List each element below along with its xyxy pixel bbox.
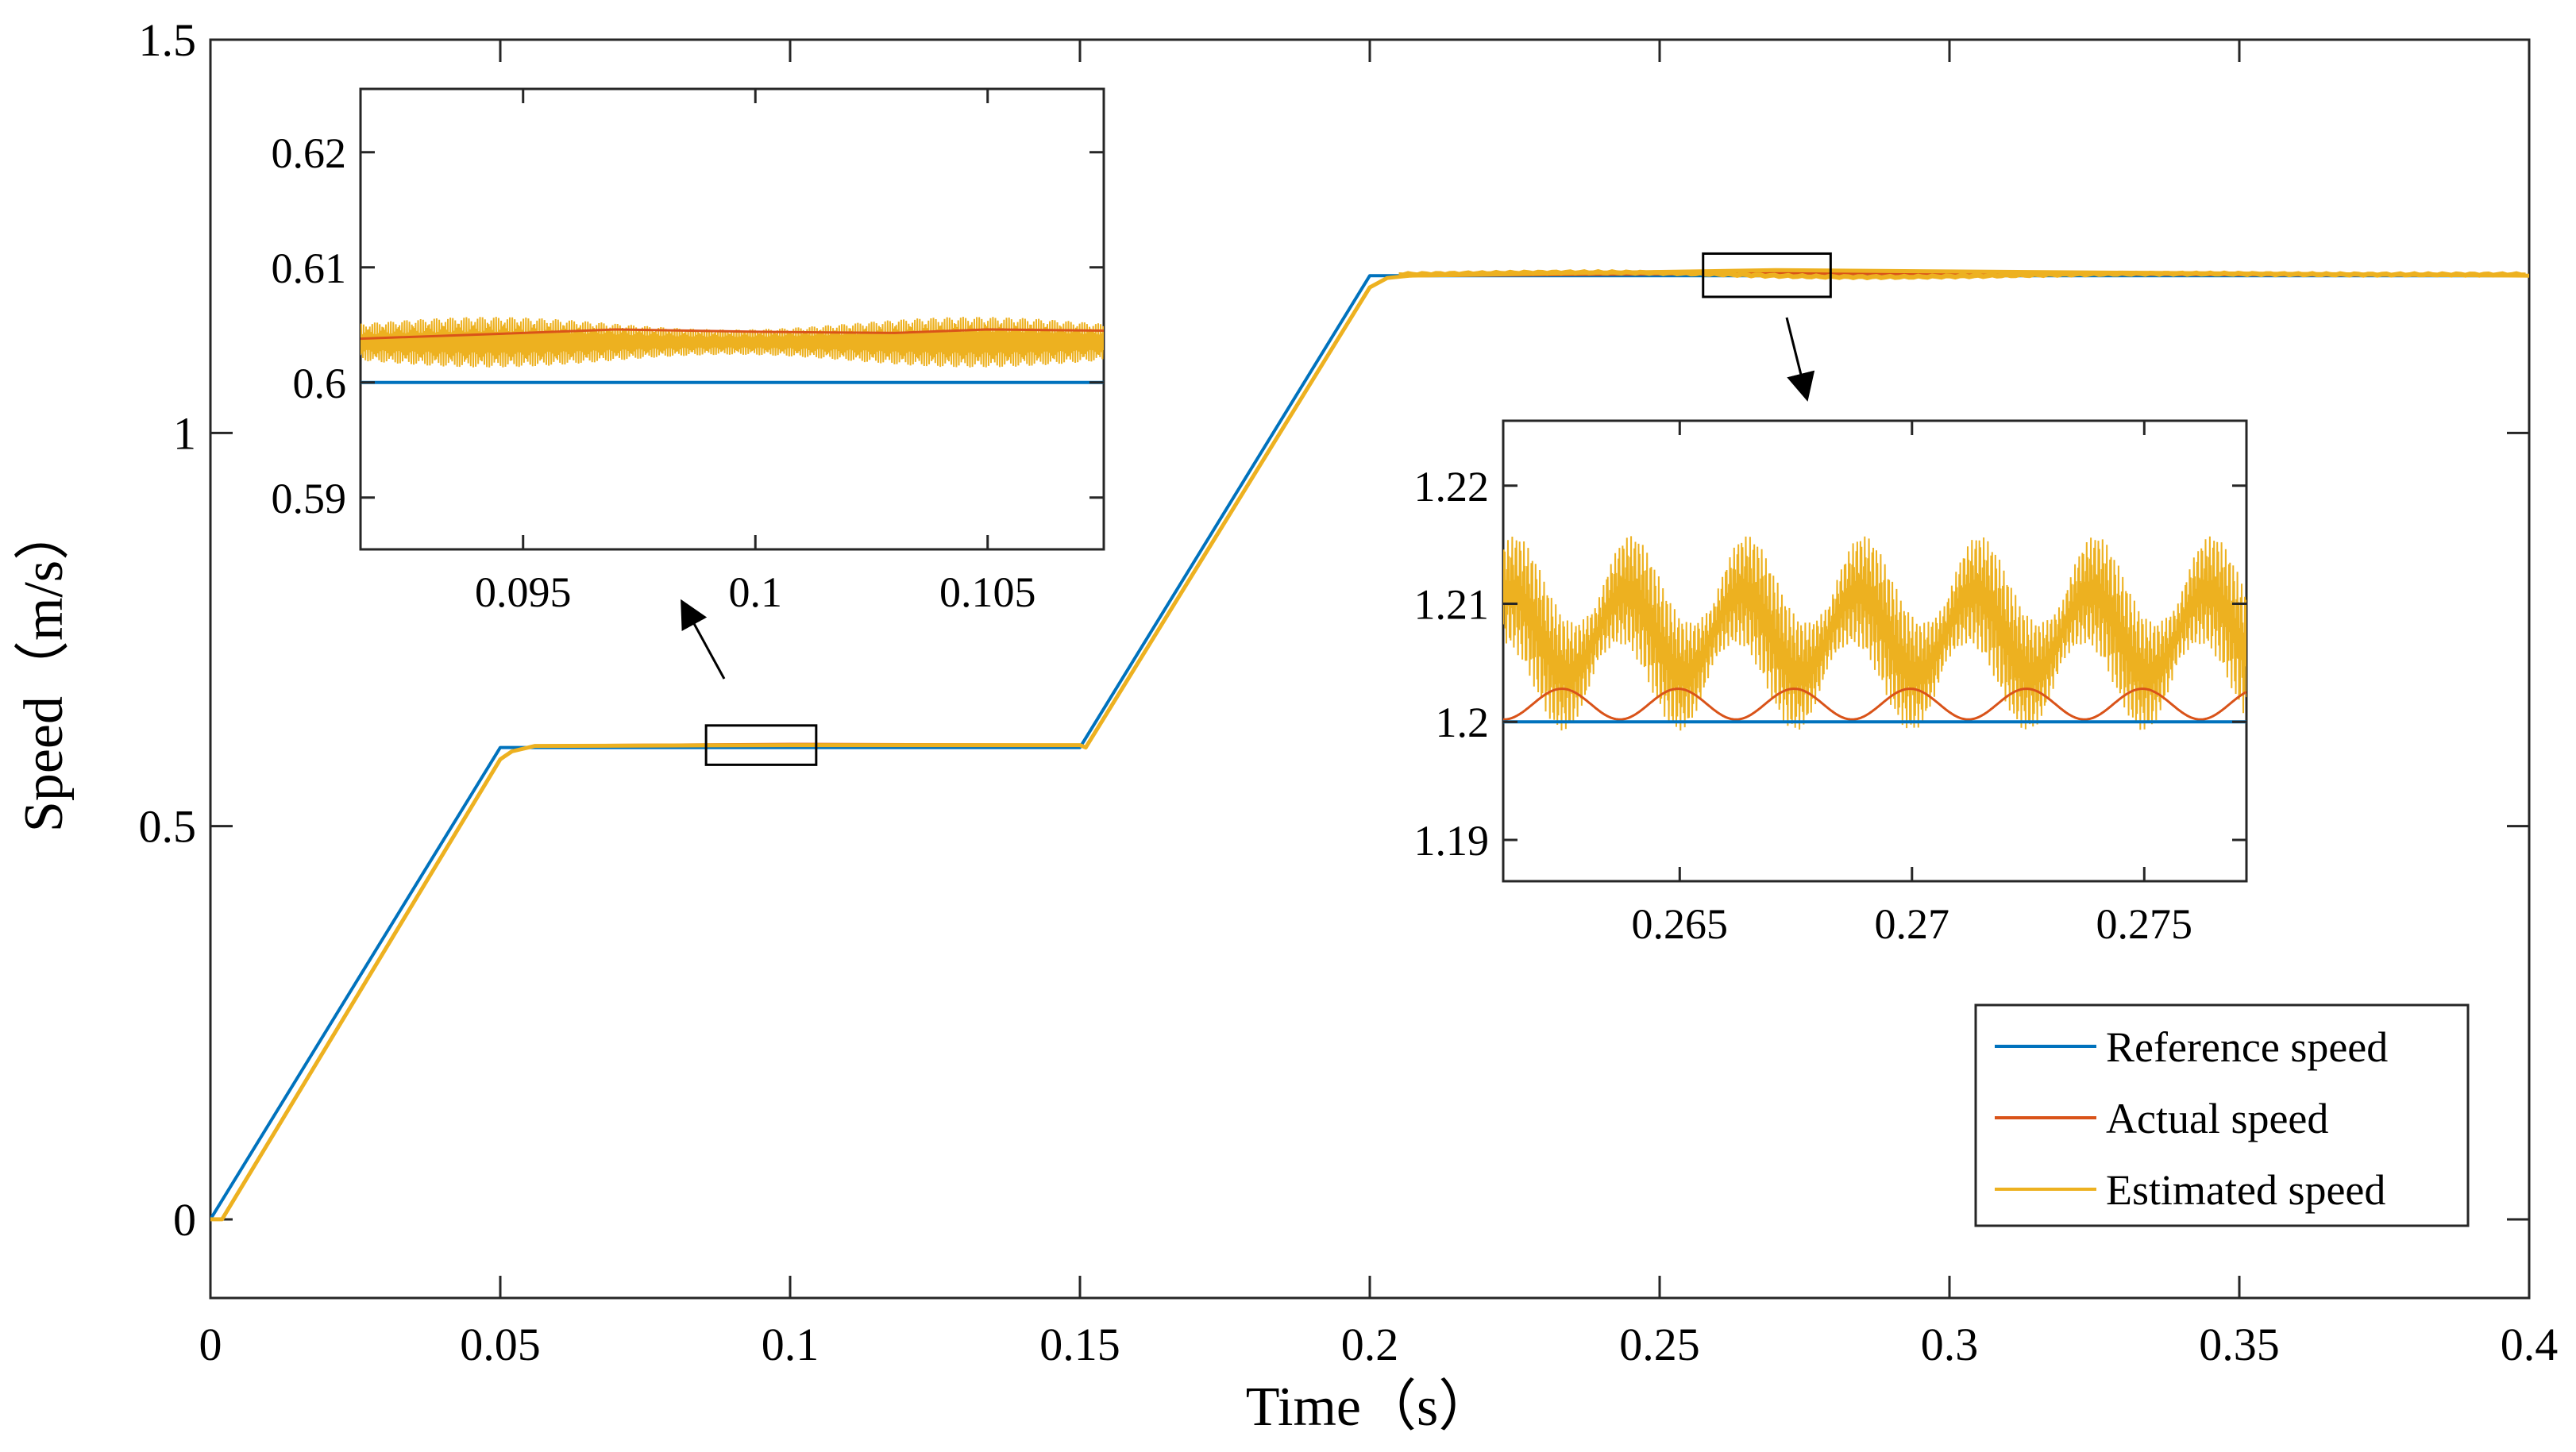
inset-y-tick-label: 1.22 bbox=[1414, 463, 1490, 510]
main-series bbox=[210, 268, 2529, 1222]
x-tick-label: 0.3 bbox=[1921, 1319, 1979, 1370]
inset-series-line-actual-speed bbox=[361, 328, 1104, 341]
inset-2-series bbox=[1503, 536, 2246, 731]
inset-1-series bbox=[361, 317, 1104, 384]
inset-y-tick-label: 0.61 bbox=[272, 245, 347, 292]
inset-y-tick-label: 1.21 bbox=[1414, 581, 1490, 629]
legend-items: Reference speed Actual speed Estimated spe… bbox=[1995, 1023, 2388, 1214]
inset-y-tick-label: 1.2 bbox=[1436, 699, 1490, 746]
x-tick-label: 0.15 bbox=[1039, 1319, 1120, 1370]
legend-label-reference-speed: Reference speed bbox=[2106, 1023, 2388, 1071]
inset-y-tick-label: 1.19 bbox=[1414, 817, 1490, 865]
y-tick-label: 1.5 bbox=[139, 14, 197, 66]
zoom-box-1 bbox=[704, 724, 818, 766]
y-tick-label: 1 bbox=[173, 407, 196, 459]
inset-x-tick-label: 0.27 bbox=[1875, 900, 1950, 948]
x-tick-label: 0.05 bbox=[460, 1319, 541, 1370]
inset-x-tick-label: 0.1 bbox=[729, 568, 783, 616]
inset-series-line-estimated-speed bbox=[1503, 536, 2246, 731]
y-axis-label: Speed（m/s） bbox=[13, 505, 75, 832]
legend: Reference speed Actual speed Estimated spe… bbox=[1974, 1003, 2470, 1227]
x-tick-label: 0.25 bbox=[1619, 1319, 1700, 1370]
inset-x-tick-label: 0.275 bbox=[2096, 900, 2193, 948]
series-ripple-estimated-speed bbox=[1398, 269, 2526, 280]
inset-series-line-estimated-speed bbox=[361, 317, 1104, 368]
x-tick-label: 0.35 bbox=[2199, 1319, 2280, 1370]
x-tick-label: 0.2 bbox=[1341, 1319, 1399, 1370]
legend-label-estimated-speed: Estimated speed bbox=[2106, 1166, 2385, 1214]
legend-label-actual-speed: Actual speed bbox=[2106, 1095, 2328, 1142]
y-tick-label: 0 bbox=[173, 1194, 196, 1246]
x-axis-label: Time（s） bbox=[1246, 1377, 1494, 1438]
inset-y-tick-label: 0.62 bbox=[272, 129, 347, 177]
inset-x-tick-label: 0.105 bbox=[939, 568, 1036, 616]
inset-series-line-actual-speed bbox=[1503, 687, 2246, 721]
zoom-boxes bbox=[704, 252, 1832, 766]
inset-x-tick-label: 0.265 bbox=[1632, 900, 1729, 948]
inset-x-tick-label: 0.095 bbox=[475, 568, 572, 616]
x-tick-label: 0.4 bbox=[2501, 1319, 2559, 1370]
x-tick-label: 0.1 bbox=[762, 1319, 819, 1370]
inset-1-ticks: 0.095 0.1 0.105 0.59 0.6 0.61 0.62 bbox=[272, 89, 1104, 616]
zoom-box-2 bbox=[1702, 252, 1832, 298]
x-tick-label: 0 bbox=[199, 1319, 222, 1370]
inset-2-ticks: 0.265 0.27 0.275 1.19 1.2 1.21 1.22 bbox=[1414, 421, 2246, 948]
zoom-arrow-2 bbox=[1785, 317, 1815, 402]
main-tick-labels: 0 0.05 0.1 0.15 0.2 0.25 0.3 0.35 0.4 0 0.5 1 1.5 bbox=[139, 14, 2559, 1370]
zoom-arrow-1 bbox=[681, 599, 726, 680]
inset-y-tick-label: 0.6 bbox=[293, 360, 347, 407]
inset-y-tick-label: 0.59 bbox=[272, 475, 347, 522]
y-tick-label: 0.5 bbox=[139, 801, 197, 853]
